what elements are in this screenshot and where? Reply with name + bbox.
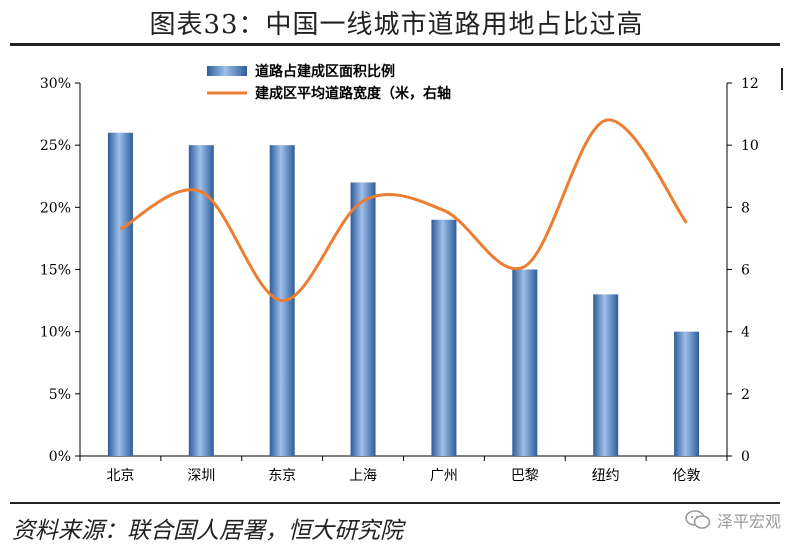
- bar: [593, 294, 619, 456]
- category-label: 深圳: [187, 468, 215, 484]
- axes-group: [75, 82, 732, 461]
- legend-bar-label: 道路占建成区面积比例: [255, 63, 395, 80]
- category-label: 北京: [106, 468, 134, 484]
- right-tick-label: 10: [741, 138, 759, 154]
- category-label: 东京: [268, 468, 296, 484]
- left-tick-label: 25%: [40, 138, 71, 154]
- left-tick-label: 10%: [40, 325, 71, 341]
- right-tick-label: 4: [741, 325, 750, 341]
- wechat-logo-icon: [685, 510, 711, 529]
- right-tick-label: 8: [741, 200, 750, 216]
- watermark-text: 泽平宏观: [716, 512, 781, 531]
- width-series-line: [119, 118, 688, 303]
- left-tick-label: 5%: [49, 387, 71, 403]
- labels-group: 0% 5% 10% 15% 20% 25% 30% 0 2 4 6 8 10 12 北京 深圳 东京 上海 广州 巴黎…: [40, 76, 759, 484]
- left-tick-label: 30%: [40, 76, 71, 92]
- footer-rule: [10, 502, 780, 504]
- bar: [512, 269, 538, 456]
- bars-group: [107, 132, 700, 456]
- legend-line-label: 建成区平均道路宽度（米，右轴: [255, 85, 451, 102]
- bar: [107, 132, 133, 456]
- left-tick-label: 15%: [40, 263, 71, 279]
- source-note: 资料来源：联合国人居署，恒大研究院: [12, 518, 403, 544]
- line-group: [119, 118, 688, 303]
- category-label: 广州: [430, 468, 458, 484]
- legend-bar-swatch: [207, 66, 247, 76]
- right-tick-label: 6: [741, 263, 750, 279]
- right-tick-label: 0: [741, 449, 750, 465]
- left-tick-label: 0%: [49, 449, 71, 465]
- left-tick-label: 20%: [40, 200, 71, 216]
- right-border-mark: [781, 68, 783, 90]
- category-label: 纽约: [592, 468, 620, 484]
- bar: [674, 331, 700, 456]
- category-label: 巴黎: [511, 468, 539, 484]
- legend: 道路占建成区面积比例 建成区平均道路宽度（米，右轴: [207, 63, 451, 102]
- watermark: 泽平宏观: [685, 508, 781, 532]
- right-tick-label: 12: [741, 76, 759, 92]
- category-label: 上海: [349, 468, 377, 484]
- title-rule: [10, 43, 780, 46]
- bar: [431, 219, 457, 456]
- chart-title: 图表33：中国一线城市道路用地占比过高: [149, 10, 644, 40]
- category-label: 伦敦: [673, 468, 701, 484]
- right-tick-label: 2: [741, 387, 750, 403]
- bar: [350, 182, 376, 456]
